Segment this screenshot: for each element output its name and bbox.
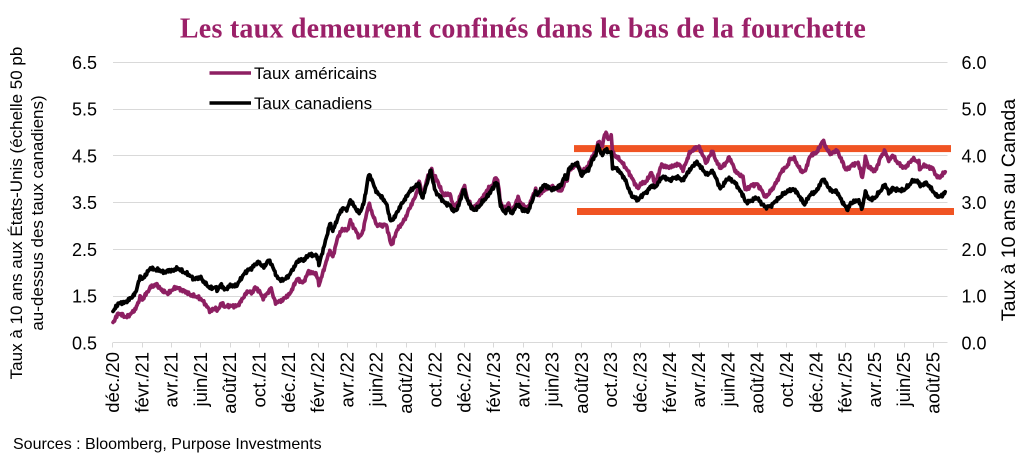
svg-text:oct./22: oct./22 — [424, 352, 445, 408]
svg-text:4.0: 4.0 — [962, 146, 987, 166]
svg-text:Taux à 10 ans au Canada: Taux à 10 ans au Canada — [998, 99, 1020, 321]
svg-text:août/21: août/21 — [219, 352, 240, 414]
svg-text:févr./22: févr./22 — [307, 352, 328, 413]
svg-text:Taux américains: Taux américains — [254, 64, 377, 83]
svg-text:juin/21: juin/21 — [190, 352, 211, 408]
svg-text:juin/23: juin/23 — [542, 352, 563, 408]
svg-text:avr./23: avr./23 — [512, 352, 533, 408]
svg-text:4.5: 4.5 — [72, 146, 97, 166]
svg-text:avr./21: avr./21 — [161, 352, 182, 408]
svg-text:3.0: 3.0 — [962, 193, 987, 213]
svg-text:août/25: août/25 — [923, 352, 944, 414]
svg-text:Sources : Bloomberg, Purpose I: Sources : Bloomberg, Purpose Investments — [13, 436, 322, 453]
svg-text:avr./24: avr./24 — [688, 352, 709, 408]
svg-text:oct./21: oct./21 — [249, 352, 270, 408]
svg-text:févr./24: févr./24 — [659, 352, 680, 413]
svg-text:déc./23: déc./23 — [630, 352, 651, 413]
svg-text:juin/22: juin/22 — [366, 352, 387, 408]
svg-text:août/23: août/23 — [571, 352, 592, 414]
svg-text:6.0: 6.0 — [962, 53, 987, 73]
svg-text:avr./22: avr./22 — [336, 352, 357, 408]
svg-text:5.5: 5.5 — [72, 100, 97, 120]
svg-text:Taux canadiens: Taux canadiens — [254, 94, 372, 113]
svg-text:déc./20: déc./20 — [102, 352, 123, 413]
svg-text:1.5: 1.5 — [72, 287, 97, 307]
svg-text:0.0: 0.0 — [962, 333, 987, 353]
svg-text:1.0: 1.0 — [962, 287, 987, 307]
svg-text:oct./23: oct./23 — [600, 352, 621, 408]
svg-text:Taux à 10 ans aux États-Unis (: Taux à 10 ans aux États-Unis (échelle 50… — [7, 47, 26, 380]
svg-text:avr./25: avr./25 — [864, 352, 885, 408]
svg-text:août/22: août/22 — [395, 352, 416, 414]
svg-text:2.5: 2.5 — [72, 240, 97, 260]
svg-text:Les taux demeurent confinés da: Les taux demeurent confinés dans le bas … — [180, 14, 866, 45]
svg-text:oct./24: oct./24 — [776, 352, 797, 408]
svg-text:déc./22: déc./22 — [454, 352, 475, 413]
svg-text:févr./25: févr./25 — [835, 352, 856, 413]
svg-text:3.5: 3.5 — [72, 193, 97, 213]
svg-text:6.5: 6.5 — [72, 53, 97, 73]
svg-text:juin/24: juin/24 — [717, 352, 738, 408]
svg-text:févr./21: févr./21 — [131, 352, 152, 413]
svg-text:févr./23: févr./23 — [483, 352, 504, 413]
svg-text:0.5: 0.5 — [72, 333, 97, 353]
svg-text:déc./21: déc./21 — [278, 352, 299, 413]
svg-text:au-dessus des taux canadiens): au-dessus des taux canadiens) — [28, 95, 47, 330]
svg-text:2.0: 2.0 — [962, 240, 987, 260]
svg-text:déc./24: déc./24 — [805, 352, 826, 413]
svg-text:5.0: 5.0 — [962, 100, 987, 120]
svg-text:août/24: août/24 — [747, 352, 768, 414]
svg-text:juin/25: juin/25 — [893, 352, 914, 408]
